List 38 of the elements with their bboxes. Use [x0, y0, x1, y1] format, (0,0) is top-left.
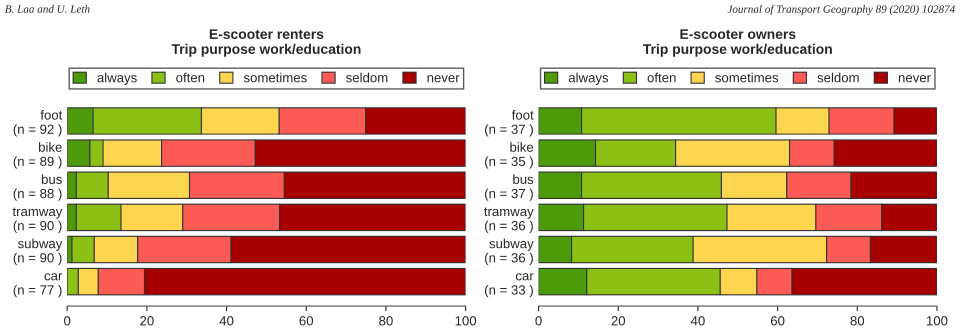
x-tick-label: 0 [64, 316, 70, 326]
x-tick-label: 100 [456, 316, 476, 326]
legend-label: always [97, 72, 137, 85]
text: Journal of Transport Geography 89 (2020) 102874 [728, 4, 955, 16]
y-tick-label: car (n = 77 ) [14, 273, 62, 298]
y-tick-label: tramway (n = 36 ) [484, 207, 534, 233]
y-tick-label: tramway (n = 90 ) [12, 207, 62, 233]
legend-label: sometimes [715, 72, 778, 82]
y-tick-label: subway (n = 90 ) [14, 238, 62, 266]
x-tick-label: 60 [300, 316, 314, 326]
x-tick-label: 0 [535, 316, 542, 326]
chart-title: E-scooter owners Trip purpose work/education [643, 29, 832, 57]
x-tick-label: 20 [612, 316, 626, 326]
y-tick-label: bike (n = 35 ) [485, 142, 534, 169]
y-tick-label: bike (n = 89 ) [14, 142, 62, 169]
y-tick-label: foot (n = 92 ) [14, 110, 62, 137]
y-tick-label: foot (n = 37 ) [485, 110, 534, 137]
x-tick-label: 40 [690, 316, 705, 326]
y-tick-label: car (n = 33 ) [485, 273, 534, 298]
x-tick-label: 100 [926, 316, 948, 326]
y-tick-label: bus (n = 88 ) [14, 174, 62, 201]
series-label: always [568, 72, 608, 85]
legend-label: often [176, 72, 204, 82]
x-tick-label: 40 [220, 316, 234, 326]
x-tick-label: 60 [770, 316, 784, 326]
y-tick-label: bus (n = 37 ) [485, 174, 534, 201]
legend-label: sometimes [244, 72, 307, 82]
legend-label: never [898, 75, 931, 82]
legend-label: seldom [817, 72, 859, 82]
legend-label: never [428, 75, 460, 82]
text: B. Laa and U. Leth [4, 4, 90, 13]
x-tick-label: 80 [850, 316, 864, 326]
x-tick-label: 20 [140, 316, 154, 326]
chart-title: E-scooter renters Trip purpose work/education [172, 29, 360, 57]
legend-label: often [648, 72, 676, 82]
legend-label: seldom [346, 72, 388, 82]
y-tick-label: subway (n = 36 ) [485, 238, 534, 266]
x-tick-label: 80 [379, 316, 393, 326]
